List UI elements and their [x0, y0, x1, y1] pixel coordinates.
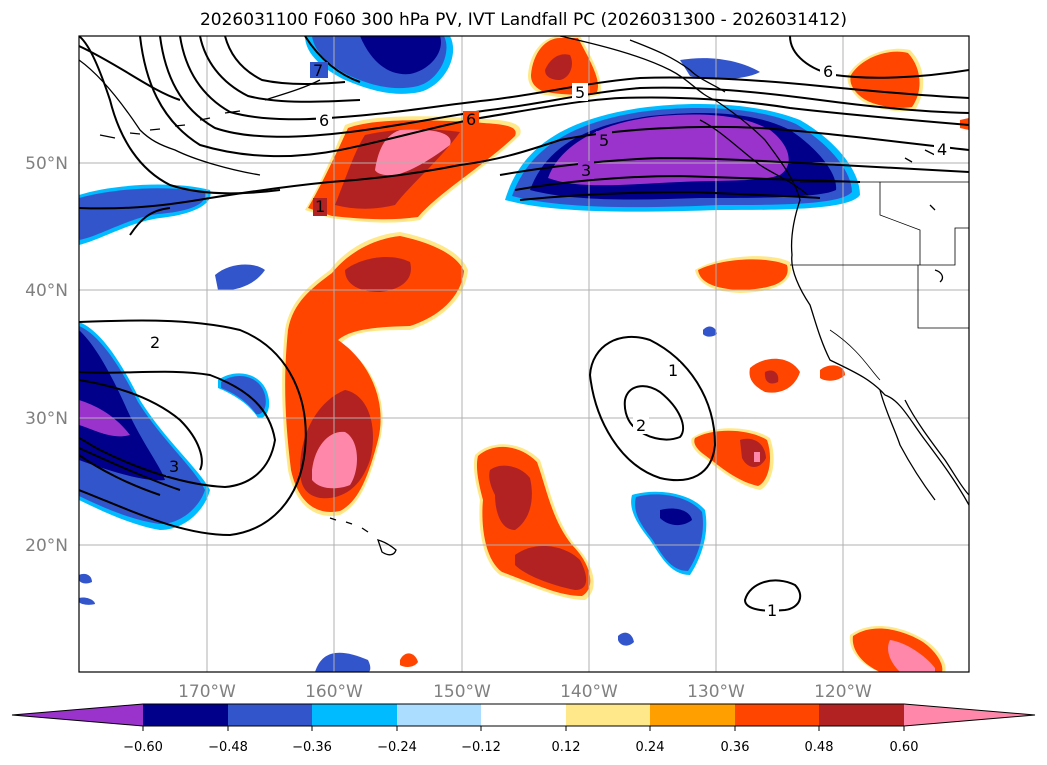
lon-label-160w: 160°W	[305, 682, 363, 702]
lat-label-20n: 20°N	[25, 536, 68, 556]
colorbar-segment	[312, 704, 397, 726]
map-frame	[78, 35, 970, 673]
colorbar-tick-label: −0.24	[377, 740, 417, 755]
contour-label: 5	[575, 83, 585, 102]
colorbar-segment	[566, 704, 650, 726]
north-america-coast	[559, 36, 969, 506]
graticule	[79, 36, 969, 672]
colorbar-tick-label: 0.36	[721, 740, 750, 755]
lon-label-130w: 130°W	[687, 682, 745, 702]
pv-contours	[79, 36, 969, 612]
colorbar-tick-label: 0.60	[890, 740, 919, 755]
colorbar-extend-min	[12, 704, 143, 726]
colorbar-segment	[819, 704, 904, 726]
lat-label-40n: 40°N	[25, 281, 68, 301]
colorbar-extend-max	[904, 704, 1035, 726]
lon-label-120w: 120°W	[814, 682, 872, 702]
map-title: 2026031100 F060 300 hPa PV, IVT Landfall…	[199, 10, 847, 30]
colorbar: −0.60 −0.48 −0.36 −0.24 −0.12 0.12 0.24 …	[11, 703, 1036, 755]
latitude-labels: 50°N 40°N 30°N 20°N	[25, 154, 68, 556]
contour-label: 4	[937, 140, 947, 159]
colorbar-tick-label: −0.60	[123, 740, 163, 755]
contour-label: 2	[150, 333, 160, 352]
contour-label: 7	[313, 61, 323, 80]
contour-label: 3	[169, 457, 179, 476]
lat-label-50n: 50°N	[25, 154, 68, 174]
contour-label: 6	[319, 111, 329, 130]
contour-label: 5	[599, 131, 609, 150]
colorbar-segment	[143, 704, 228, 726]
coastlines	[79, 36, 969, 556]
colorbar-tick-label: 0.12	[552, 740, 581, 755]
lon-label-150w: 150°W	[433, 682, 491, 702]
lon-label-140w: 140°W	[560, 682, 618, 702]
colorbar-segment	[397, 704, 481, 726]
colorbar-tick-label: 0.48	[805, 740, 834, 755]
colorbar-segment	[228, 704, 312, 726]
colorbar-tick-label: −0.48	[208, 740, 248, 755]
colorbar-segment	[735, 704, 819, 726]
colorbar-segment	[650, 704, 735, 726]
colorbar-segment	[481, 704, 566, 726]
contour-label: 6	[466, 110, 476, 129]
map-panel: 7 6 6 5 5 4 3 6 1 2 3 1 2 1	[79, 36, 969, 672]
contour-label: 1	[315, 197, 325, 216]
colorbar-tick-label: −0.36	[292, 740, 332, 755]
hawaii-islands	[329, 517, 397, 556]
aleutian-coast	[79, 59, 261, 176]
contour-label: 3	[581, 161, 591, 180]
contour-labels: 7 6 6 5 5 4 3 6 1 2 3 1 2 1	[147, 61, 950, 620]
colorbar-tick-label: −0.12	[461, 740, 501, 755]
contour-label: 1	[668, 361, 678, 380]
longitude-labels: 170°W 160°W 150°W 140°W 130°W 120°W	[178, 682, 872, 702]
lon-label-170w: 170°W	[178, 682, 236, 702]
positive-anomaly-fills	[282, 36, 969, 672]
contour-label: 2	[636, 416, 646, 435]
colorbar-tick-label: 0.24	[636, 740, 665, 755]
contour-label: 6	[823, 62, 833, 81]
political-boundaries	[790, 181, 969, 381]
northwest-pink-core	[375, 129, 451, 176]
lat-label-30n: 30°N	[25, 409, 68, 429]
contour-label: 1	[767, 601, 777, 620]
